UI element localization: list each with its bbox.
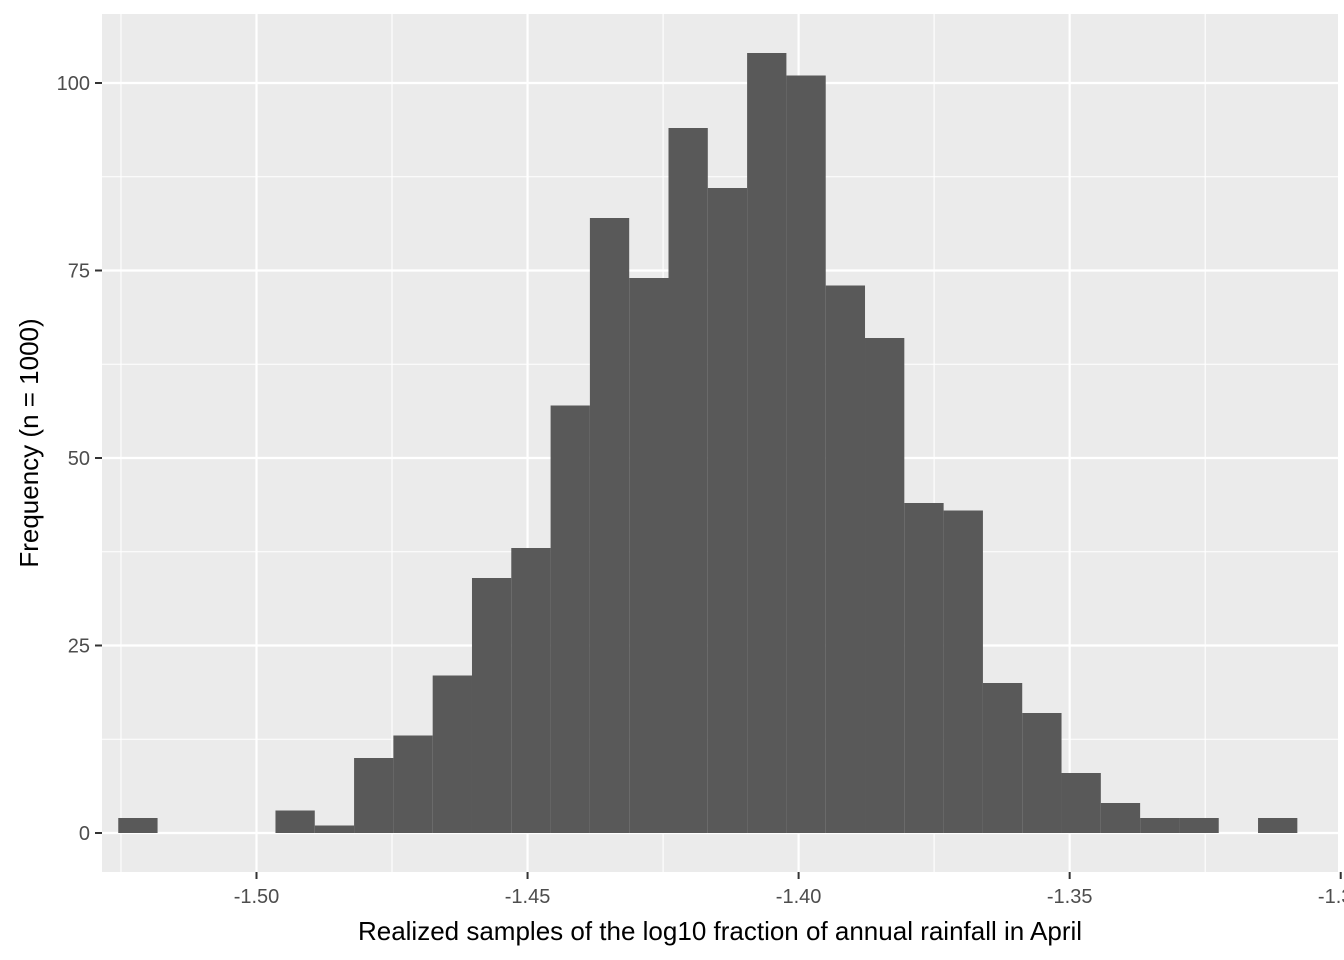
- histogram-bars: [118, 53, 1298, 833]
- histogram-bar: [1100, 803, 1141, 833]
- x-tick-label: -1.35: [1047, 886, 1093, 908]
- y-tick-label: 100: [57, 73, 90, 95]
- histogram-bar: [707, 188, 748, 833]
- histogram-bar: [589, 218, 630, 833]
- histogram-bar: [825, 285, 866, 833]
- histogram-bar: [550, 405, 590, 833]
- histogram-bar: [1179, 818, 1219, 833]
- histogram-bar: [354, 758, 394, 833]
- y-tick-label: 50: [68, 448, 90, 470]
- y-tick-label: 25: [68, 636, 90, 658]
- histogram-bar: [786, 75, 826, 833]
- histogram-bar: [314, 825, 355, 833]
- histogram-bar: [1258, 818, 1298, 833]
- histogram-bar: [1022, 713, 1062, 833]
- y-tick-label: 0: [79, 823, 90, 845]
- histogram-bar: [982, 683, 1023, 833]
- x-tick-label: -1.40: [776, 886, 822, 908]
- histogram-bar: [904, 503, 944, 833]
- histogram-bar: [1061, 773, 1101, 833]
- histogram-bar: [432, 675, 472, 833]
- x-tick-label: -1.45: [505, 886, 551, 908]
- histogram-bar: [118, 818, 158, 833]
- histogram-bar: [943, 510, 983, 833]
- histogram-bar: [393, 735, 433, 833]
- histogram-bar: [629, 278, 669, 833]
- x-axis-ticks: -1.50 -1.45 -1.40 -1.35 -1.30: [234, 872, 1344, 908]
- histogram-bar: [668, 128, 708, 833]
- x-axis-title: Realized samples of the log10 fraction o…: [358, 916, 1082, 946]
- histogram-bar: [865, 338, 905, 833]
- y-axis-title: Frequency (n = 1000): [14, 318, 44, 567]
- histogram-bar: [1140, 818, 1180, 833]
- y-axis-ticks: 0 25 50 75 100: [57, 73, 102, 845]
- histogram-bar: [275, 810, 315, 833]
- x-tick-label: -1.50: [234, 886, 280, 908]
- histogram-bar: [747, 53, 787, 833]
- histogram-bar: [471, 578, 512, 833]
- x-tick-label: -1.30: [1318, 886, 1344, 908]
- y-tick-label: 75: [68, 261, 90, 283]
- histogram-bar: [511, 548, 551, 833]
